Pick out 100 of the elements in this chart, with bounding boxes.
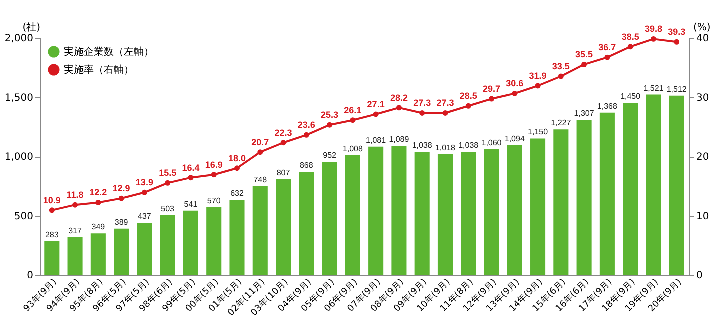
data-label: 15.5: [159, 168, 177, 178]
data-label: 503: [161, 204, 176, 214]
bar: [646, 94, 662, 275]
bar: [669, 96, 684, 275]
point: [582, 62, 588, 68]
point: [674, 39, 680, 45]
point: [628, 44, 634, 50]
data-label: 27.3: [436, 98, 454, 108]
bar: [530, 138, 546, 275]
bar: [554, 130, 569, 275]
data-label: 1,018: [435, 143, 456, 152]
point: [96, 200, 102, 206]
bar: [392, 146, 407, 275]
data-label: 1,521: [644, 84, 664, 93]
bar: [345, 156, 360, 275]
data-label: 25.3: [321, 110, 339, 120]
data-label: 1,450: [620, 92, 642, 102]
bar: [368, 146, 384, 275]
bar: [276, 179, 292, 275]
data-label: 437: [138, 212, 152, 222]
bar: [137, 223, 152, 275]
bar: [438, 154, 453, 275]
point: [512, 90, 518, 96]
data-label: 389: [114, 218, 129, 227]
y2-tick-label: 30: [696, 92, 710, 104]
data-label: 31.9: [529, 70, 547, 81]
data-label: 952: [323, 151, 338, 160]
data-label: 1,038: [458, 140, 480, 150]
y2-tick-label: 20: [696, 152, 710, 163]
bar: [623, 103, 638, 275]
y-axis-title: (社): [22, 22, 41, 34]
data-label: 26.1: [344, 105, 362, 116]
bar: [600, 112, 615, 275]
point: [442, 110, 448, 116]
data-label: 283: [45, 230, 60, 240]
bar: [160, 215, 176, 275]
data-label: 30.6: [506, 78, 524, 89]
y-tick-label: 1,500: [4, 92, 34, 104]
data-label: 27.3: [414, 98, 432, 108]
data-label: 28.2: [390, 92, 408, 103]
data-label: 1,150: [528, 128, 549, 137]
point: [49, 208, 55, 214]
point: [535, 83, 541, 89]
bar: [576, 120, 592, 275]
data-label: 38.5: [622, 32, 640, 42]
point: [234, 166, 240, 172]
data-label: 13.9: [136, 178, 154, 188]
bar: [414, 152, 430, 275]
point: [489, 96, 494, 102]
data-label: 541: [184, 200, 198, 209]
data-label: 1,008: [342, 144, 364, 154]
data-label: 1,089: [389, 134, 410, 144]
data-label: 29.7: [482, 84, 501, 94]
point: [142, 190, 148, 196]
point: [558, 74, 564, 80]
y-tick-label: 0: [27, 270, 34, 282]
data-label: 16.4: [182, 162, 200, 173]
point: [165, 180, 171, 186]
point: [327, 122, 333, 128]
data-label: 33.5: [552, 62, 570, 72]
point: [258, 150, 264, 156]
y2-tick-label: 0: [696, 270, 703, 282]
legend-label: 実施率（右軸）: [64, 64, 134, 76]
point: [118, 196, 124, 202]
bar: [484, 149, 500, 275]
data-label: 22.3: [274, 128, 292, 138]
data-label: 11.8: [66, 190, 84, 200]
y-tick-label: 2,000: [4, 34, 34, 44]
data-label: 28.5: [460, 91, 478, 102]
bar: [322, 162, 338, 275]
data-label: 12.9: [112, 184, 130, 194]
bar: [114, 228, 130, 275]
bar: [68, 237, 83, 275]
data-label: 1,368: [597, 102, 618, 111]
bar: [44, 241, 60, 275]
y2-tick-label: 10: [696, 211, 710, 222]
data-label: 23.6: [298, 120, 316, 130]
bar: [90, 234, 106, 275]
data-label: 807: [276, 168, 291, 178]
data-label: 349: [92, 222, 106, 232]
point: [72, 202, 78, 208]
bar: [230, 200, 245, 275]
data-label: 1,094: [504, 134, 526, 144]
bar: [252, 186, 268, 275]
point: [188, 175, 194, 181]
data-label: 1,060: [482, 138, 502, 148]
data-label: 20.7: [252, 137, 270, 148]
bar: [183, 210, 198, 275]
point: [211, 172, 217, 178]
data-label: 1,307: [574, 109, 595, 118]
data-label: 36.7: [598, 42, 616, 53]
point: [396, 105, 402, 111]
legend-label: 実施企業数（左軸）: [64, 46, 154, 58]
bar: [461, 152, 476, 275]
point: [650, 36, 656, 42]
data-label: 748: [254, 175, 268, 184]
y2-tick-label: 40: [696, 34, 710, 44]
bar: [206, 207, 222, 275]
bar: [507, 145, 522, 275]
data-label: 27.1: [367, 99, 385, 110]
